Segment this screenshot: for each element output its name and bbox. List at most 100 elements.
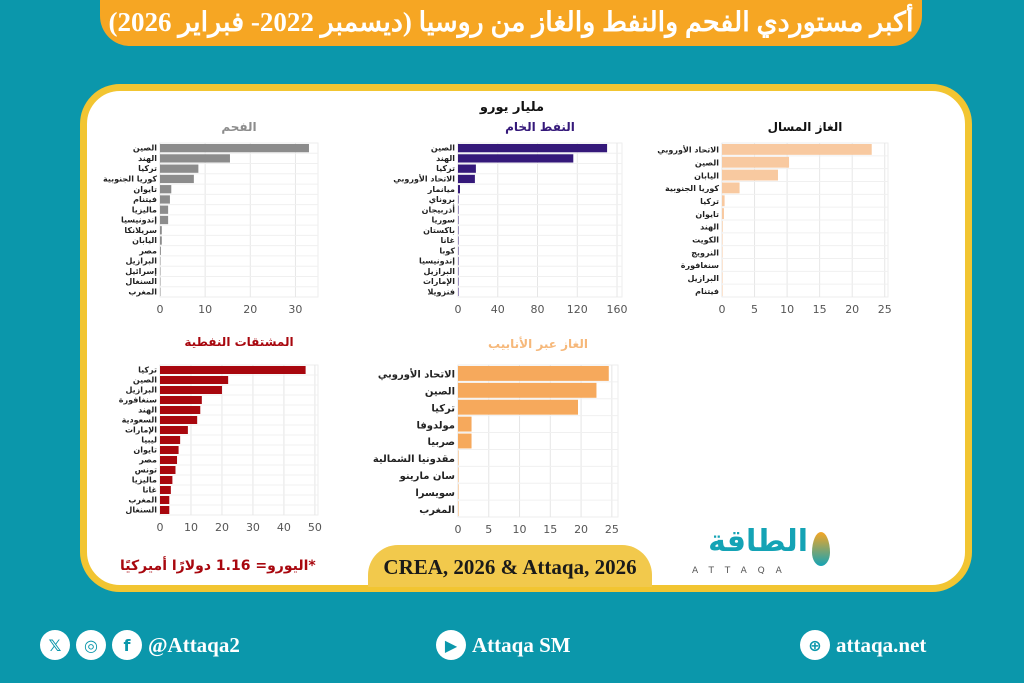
website-url[interactable]: attaqa.net	[836, 632, 927, 657]
bar	[160, 426, 188, 434]
social-links: 𝕏 ◎ f @Attaqa2	[40, 625, 240, 665]
category-label: كوبا	[439, 246, 455, 255]
chart-title: الغاز المسال	[768, 120, 843, 134]
category-label: تايوان	[133, 185, 157, 194]
category-label: سنغافورة	[681, 261, 719, 270]
bar	[160, 436, 181, 444]
bar	[160, 396, 202, 404]
category-label: البرازيل	[688, 274, 720, 283]
bar	[160, 406, 201, 414]
globe-icon[interactable]: ⊕	[800, 630, 830, 660]
category-label: سويسرا	[415, 488, 455, 499]
bar	[458, 399, 578, 415]
tick-label: 20	[574, 523, 588, 536]
category-label: مولدوفا	[416, 420, 455, 431]
tick-label: 20	[215, 521, 229, 534]
bar	[458, 236, 459, 245]
infographic-title: أكبر مستوردي الفحم والنفط والغاز من روسي…	[100, 0, 922, 46]
bar	[722, 195, 725, 207]
category-label: الصين	[425, 387, 455, 398]
bar	[722, 182, 740, 194]
tick-label: 20	[243, 303, 257, 316]
tick-label: 30	[246, 521, 260, 534]
category-label: البرازيل	[126, 257, 158, 266]
currency-note: *اليورو= 1.16 دولارًا أميركيًا	[120, 558, 316, 574]
category-label: إسرائيل	[125, 267, 157, 276]
category-label: الكويت	[692, 235, 719, 244]
website-link[interactable]: ⊕ attaqa.net	[800, 625, 926, 665]
category-label: كوريا الجنوبية	[103, 175, 157, 184]
youtube-icon[interactable]: ▶	[436, 630, 466, 660]
category-label: سنغافورة	[119, 396, 157, 405]
bar	[160, 246, 161, 255]
category-label: ماليزيا	[132, 205, 157, 214]
tick-label: 0	[719, 303, 726, 316]
bar	[722, 208, 724, 219]
category-label: ليبيا	[141, 436, 157, 445]
category-label: الهند	[138, 154, 157, 163]
bar	[458, 154, 574, 163]
tick-label: 5	[751, 303, 758, 316]
category-label: البرازيل	[424, 267, 456, 276]
category-label: المغرب	[128, 287, 157, 296]
bar	[160, 226, 162, 235]
tick-label: 25	[605, 523, 619, 536]
bar	[160, 277, 161, 286]
instagram-icon[interactable]: ◎	[76, 630, 106, 660]
category-label: تايوان	[133, 446, 157, 455]
bar	[722, 272, 723, 284]
category-label: تايوان	[695, 210, 719, 219]
bar	[458, 277, 459, 286]
bar	[458, 195, 459, 204]
social-handle[interactable]: @Attaqa2	[148, 632, 240, 657]
bar	[722, 156, 790, 168]
category-label: اليابان	[132, 236, 157, 245]
chart-title: الغاز عبر الأنابيب	[488, 336, 588, 351]
bar	[458, 366, 609, 381]
bar	[160, 185, 172, 194]
tick-label: 50	[308, 521, 322, 534]
bar	[160, 416, 198, 424]
category-label: غانا	[441, 236, 455, 245]
bar	[160, 486, 171, 494]
category-label: سوريا	[432, 216, 456, 225]
facebook-icon[interactable]: f	[112, 630, 142, 660]
category-label: تركيا	[431, 403, 455, 414]
category-label: تركيا	[138, 164, 157, 173]
category-label: سان مارينو	[399, 471, 456, 482]
category-label: الصين	[695, 158, 719, 167]
tick-label: 30	[288, 303, 302, 316]
tick-label: 15	[813, 303, 827, 316]
bar	[458, 287, 459, 296]
tick-label: 10	[780, 303, 794, 316]
bar	[160, 154, 230, 163]
bar	[160, 287, 161, 296]
bar	[458, 205, 459, 214]
bar	[160, 174, 194, 184]
category-label: ماليزيا	[132, 476, 157, 485]
category-label: بروناي	[429, 195, 455, 204]
bar	[160, 466, 176, 474]
bar	[458, 501, 459, 516]
category-label: الصين	[133, 144, 157, 153]
x-icon[interactable]: 𝕏	[40, 630, 70, 660]
category-label: تونس	[135, 466, 157, 476]
category-label: فيتنام	[695, 287, 719, 296]
tick-label: 0	[455, 523, 462, 536]
youtube-link[interactable]: ▶ Attaqa SM	[436, 625, 571, 665]
category-label: إندونيسيا	[121, 216, 157, 225]
category-label: مصر	[138, 246, 157, 255]
bar	[458, 144, 608, 153]
tick-label: 25	[878, 303, 892, 316]
tick-label: 15	[543, 523, 557, 536]
plot-area	[457, 142, 623, 298]
tick-label: 40	[277, 521, 291, 534]
bar	[458, 416, 472, 432]
youtube-handle[interactable]: Attaqa SM	[472, 632, 571, 657]
bar	[160, 386, 222, 394]
category-label: سريلانكا	[124, 226, 157, 235]
category-label: الهند	[138, 406, 157, 415]
bar	[458, 467, 459, 483]
category-label: المغرب	[128, 496, 157, 505]
